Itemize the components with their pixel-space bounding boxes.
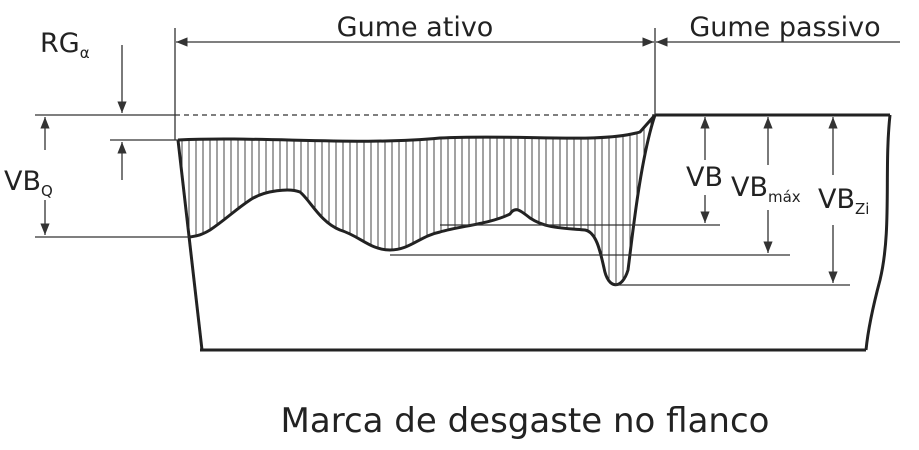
label: Gume ativo [337,12,494,43]
wear-top [177,114,657,143]
left-edge [176,139,204,351]
label: VBZi [818,184,869,218]
label: RGα [40,28,90,62]
label: VB [686,162,723,193]
right-edge [864,114,892,351]
label: VBQ [4,166,53,200]
wear-bottom [189,114,657,287]
label: Gume passivo [689,12,880,43]
label: VBmáx [731,172,801,206]
caption: Marca de desgaste no flanco [281,401,770,441]
